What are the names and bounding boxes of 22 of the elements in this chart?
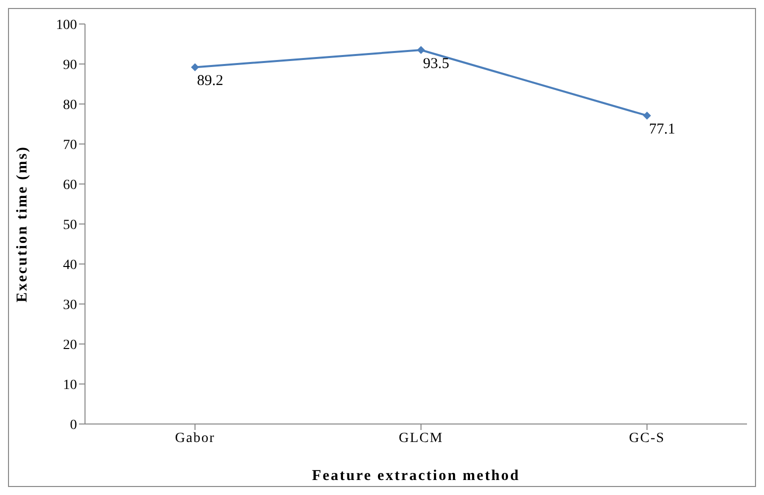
- data-label: 89.2: [197, 73, 224, 90]
- x-tick-label: GLCM: [398, 430, 444, 446]
- point: [417, 46, 425, 54]
- y-tick-label: 20: [63, 338, 77, 353]
- point: [191, 63, 199, 72]
- data-label: 77.1: [649, 122, 676, 138]
- y-tick-label: 70: [63, 138, 77, 153]
- y-axis-title: Execution time (ms): [14, 146, 30, 302]
- y-tick-label: 100: [56, 18, 77, 33]
- data-label: 93.5: [423, 56, 450, 72]
- y-tick-label: 0: [70, 418, 77, 433]
- x-tick-label: GC-S: [629, 430, 665, 446]
- x-axis-title: Feature extraction method: [312, 468, 520, 484]
- y-tick-label: 40: [63, 258, 77, 273]
- y-tick-label: 10: [63, 378, 77, 393]
- x-tick-label: Gabor: [175, 430, 215, 446]
- y-tick-label: 50: [63, 218, 77, 233]
- y-tick-label: 90: [63, 58, 77, 73]
- y-tick-label: 80: [63, 98, 77, 113]
- y-tick-label: 60: [63, 178, 77, 193]
- y-tick-label: 30: [63, 298, 77, 313]
- point: [643, 112, 651, 120]
